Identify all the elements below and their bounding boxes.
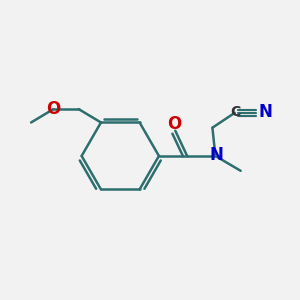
Text: N: N <box>259 103 273 121</box>
Text: O: O <box>167 115 182 133</box>
Text: N: N <box>209 146 223 164</box>
Text: O: O <box>46 100 60 118</box>
Text: C: C <box>230 105 241 119</box>
